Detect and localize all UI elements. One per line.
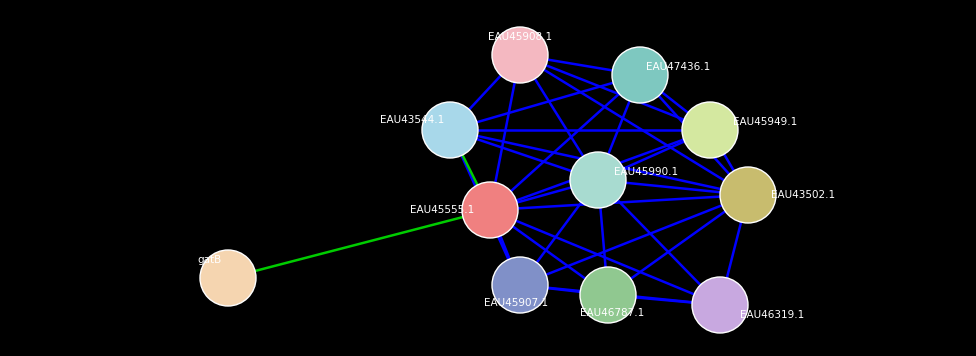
Ellipse shape	[492, 257, 548, 313]
Ellipse shape	[682, 102, 738, 158]
Ellipse shape	[570, 152, 626, 208]
Text: EAU45908.1: EAU45908.1	[488, 32, 552, 42]
Text: EAU45907.1: EAU45907.1	[484, 298, 549, 308]
Text: EAU45990.1: EAU45990.1	[614, 167, 678, 177]
Text: EAU46787.1: EAU46787.1	[580, 308, 644, 318]
Ellipse shape	[462, 182, 518, 238]
Text: EAU43502.1: EAU43502.1	[771, 190, 835, 200]
Ellipse shape	[580, 267, 636, 323]
Ellipse shape	[720, 167, 776, 223]
Text: EAU45949.1: EAU45949.1	[733, 117, 797, 127]
Text: EAU43544.1: EAU43544.1	[380, 115, 444, 125]
Ellipse shape	[422, 102, 478, 158]
Ellipse shape	[200, 250, 256, 306]
Text: EAU45555.1: EAU45555.1	[410, 205, 474, 215]
Text: EAU47436.1: EAU47436.1	[646, 62, 711, 72]
Ellipse shape	[612, 47, 668, 103]
Text: gatB: gatB	[198, 255, 223, 265]
Ellipse shape	[492, 27, 548, 83]
Text: EAU46319.1: EAU46319.1	[740, 310, 804, 320]
Ellipse shape	[692, 277, 748, 333]
